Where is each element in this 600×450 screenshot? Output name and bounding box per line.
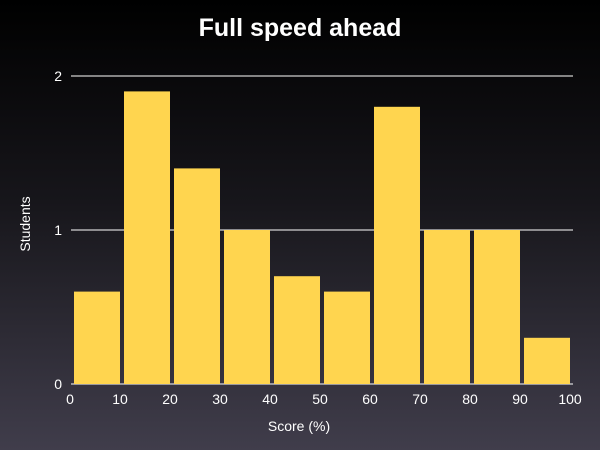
bar <box>274 276 320 384</box>
x-tick-label: 50 <box>312 391 328 407</box>
x-tick-label: 40 <box>262 391 278 407</box>
y-tick-label: 1 <box>54 222 62 238</box>
bar <box>324 291 370 384</box>
x-tick-label: 100 <box>558 391 582 407</box>
bars <box>74 91 570 385</box>
x-tick-label: 80 <box>462 391 478 407</box>
y-axis-label: Students <box>17 196 33 251</box>
bar <box>374 106 420 385</box>
bar <box>124 91 170 385</box>
x-tick-label: 60 <box>362 391 378 407</box>
y-tick-label: 0 <box>54 376 62 392</box>
bar <box>224 230 270 384</box>
x-tick-label: 0 <box>66 391 74 407</box>
x-tick-label: 10 <box>112 391 128 407</box>
x-tick-label: 20 <box>162 391 178 407</box>
y-axis-ticks: 0 1 2 <box>54 68 62 392</box>
chart-title: Full speed ahead <box>198 14 402 42</box>
y-tick-label: 2 <box>54 68 62 84</box>
bar <box>424 230 470 384</box>
x-tick-label: 30 <box>212 391 228 407</box>
bar <box>174 168 220 384</box>
bar <box>474 230 520 384</box>
x-tick-label: 90 <box>512 391 528 407</box>
bar <box>74 291 120 384</box>
x-tick-label: 70 <box>412 391 428 407</box>
bar <box>524 337 570 384</box>
x-axis-label: Score (%) <box>268 418 330 434</box>
x-axis-ticks: 0 10 20 30 40 50 60 70 80 90 100 <box>66 391 582 407</box>
